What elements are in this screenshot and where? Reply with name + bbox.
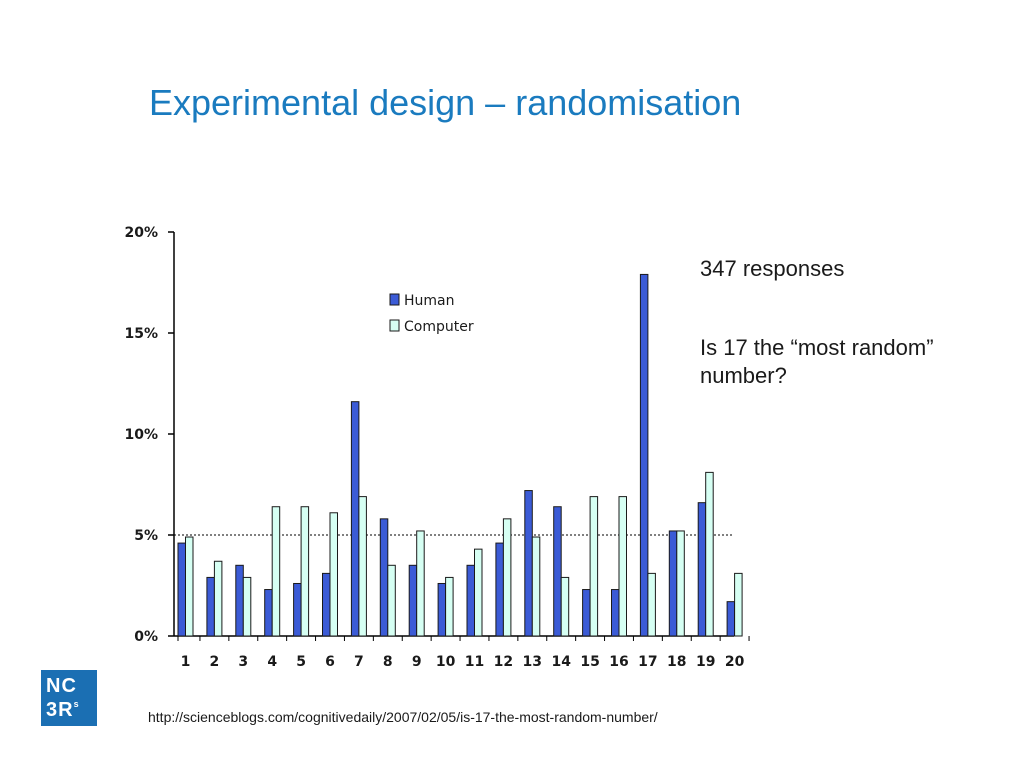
x-tick-label: 9 [412, 654, 422, 670]
bar-computer [445, 576, 454, 637]
bar-computer [358, 496, 367, 637]
legend-label-human: Human [404, 293, 455, 309]
bar-human [235, 564, 244, 637]
bar-human [206, 576, 215, 637]
x-tick-label: 11 [465, 654, 484, 670]
y-tick-label: 20% [124, 225, 158, 241]
bar-human [322, 572, 331, 637]
bar-human [611, 589, 620, 637]
x-tick-label: 12 [494, 654, 513, 670]
bar-human [524, 490, 533, 637]
x-tick-label: 14 [551, 654, 571, 670]
bar-human [293, 582, 302, 637]
x-tick-label: 19 [696, 654, 715, 670]
bar-human [379, 518, 389, 637]
bar-computer [300, 506, 310, 637]
bar-computer [734, 572, 743, 637]
bar-human [697, 502, 707, 637]
bar-computer [387, 564, 396, 637]
bar-human [495, 542, 504, 637]
x-tick-label: 17 [638, 654, 657, 670]
logo-superscript: s [73, 699, 79, 709]
x-tick-label: 10 [436, 654, 456, 670]
bar-computer [271, 506, 281, 637]
x-tick-label: 6 [325, 654, 335, 670]
x-tick-label: 8 [383, 654, 393, 670]
bar-computer [618, 496, 627, 637]
bar-human [437, 582, 447, 637]
source-link[interactable]: http://scienceblogs.com/cognitivedaily/2… [148, 709, 658, 725]
bar-human [408, 564, 418, 637]
bar-human [582, 589, 591, 637]
bar-human [350, 401, 360, 637]
bar-computer [647, 572, 656, 637]
legend-swatch-human [389, 293, 400, 306]
nc3rs-logo: NC 3Rs [41, 670, 97, 726]
bar-computer [329, 512, 338, 637]
y-tick-label: 0% [134, 629, 158, 645]
x-tick-label: 2 [210, 654, 220, 670]
x-tick-label: 16 [609, 654, 628, 670]
bar-computer [242, 576, 252, 637]
y-tick-label: 10% [124, 427, 158, 443]
bar-computer [474, 548, 483, 637]
bar-human [553, 506, 562, 637]
x-tick-label: 7 [354, 654, 364, 670]
y-tick-label: 5% [134, 528, 158, 544]
question-note: Is 17 the “most random” number? [700, 335, 934, 388]
bar-computer [705, 471, 714, 637]
bar-computer [589, 496, 599, 637]
slide-title: Experimental design – randomisation [149, 82, 742, 123]
bar-computer [185, 536, 194, 637]
bar-computer [531, 536, 541, 637]
logo-line2: 3R [46, 699, 74, 721]
bar-computer [416, 530, 425, 637]
legend-label-computer: Computer [404, 319, 474, 335]
x-tick-label: 15 [580, 654, 599, 670]
y-tick-label: 15% [124, 326, 158, 342]
x-tick-label: 3 [238, 654, 248, 670]
bar-computer [213, 560, 223, 637]
x-tick-label: 4 [267, 654, 277, 670]
bar-human [668, 530, 678, 637]
bar-human [726, 601, 736, 637]
responses-note: 347 responses [700, 256, 845, 281]
legend-swatch-computer [389, 319, 400, 332]
bar-human [177, 542, 186, 637]
x-tick-label: 1 [181, 654, 191, 670]
bar-computer [560, 576, 570, 637]
x-tick-label: 5 [296, 654, 306, 670]
x-tick-label: 13 [523, 654, 542, 670]
bar-human [466, 564, 475, 637]
logo-line1: NC [46, 675, 77, 697]
bar-computer [676, 530, 685, 637]
x-tick-label: 20 [725, 654, 745, 670]
x-tick-label: 18 [667, 654, 686, 670]
bar-computer [502, 518, 512, 637]
bar-human [639, 273, 649, 637]
bar-human [264, 589, 273, 637]
